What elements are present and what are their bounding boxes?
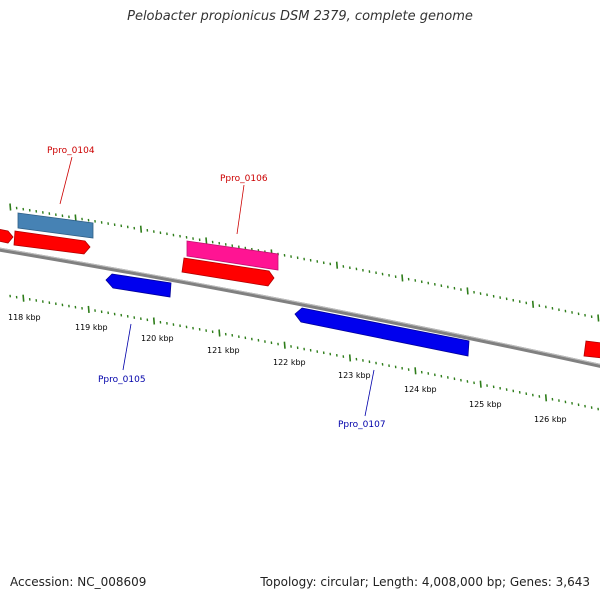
tick-label: 121 kbp	[207, 346, 240, 355]
cds-feature[interactable]	[0, 228, 14, 244]
genome-backbone	[0, 247, 600, 368]
cds-feature[interactable]	[583, 340, 600, 359]
major-tick	[401, 274, 404, 282]
major-tick	[9, 203, 12, 211]
major-tick	[205, 237, 208, 245]
major-tick	[597, 314, 600, 322]
major-tick	[335, 261, 339, 269]
major-tick	[283, 341, 286, 349]
tick-label: 125 kbp	[469, 400, 502, 409]
major-tick	[479, 380, 482, 388]
tick-labels: 118 kbp 119 kbp 120 kbp 121 kbp 122 kbp …	[8, 313, 567, 424]
major-tick	[544, 394, 548, 402]
lower-tick-row	[9, 294, 599, 411]
major-tick	[348, 354, 352, 362]
major-tick	[87, 305, 90, 313]
gene-feature-ppro-0106[interactable]	[186, 240, 279, 271]
genome-backbone-highlight	[0, 247, 600, 365]
tick-label: 126 kbp	[534, 415, 567, 424]
gene-label-ppro-0107[interactable]: Ppro_0107	[338, 420, 386, 430]
label-leader-line	[59, 156, 73, 205]
major-tick	[414, 367, 417, 375]
gene-label-ppro-0104[interactable]: Ppro_0104	[47, 146, 95, 156]
major-tick	[152, 317, 156, 325]
gene-label-ppro-0105[interactable]: Ppro_0105	[98, 375, 146, 385]
tick-label: 124 kbp	[404, 385, 437, 394]
tick-label: 123 kbp	[338, 371, 371, 380]
genome-summary-text: Topology: circular; Length: 4,008,000 bp…	[260, 575, 590, 589]
cds-feature[interactable]	[181, 257, 275, 287]
major-tick	[22, 294, 25, 302]
label-leader-line	[364, 369, 375, 417]
gene-label-ppro-0106[interactable]: Ppro_0106	[220, 174, 268, 184]
gene-feature-ppro-0107[interactable]	[294, 307, 470, 357]
major-tick	[139, 225, 143, 233]
tick-label: 118 kbp	[8, 313, 41, 322]
major-tick	[466, 287, 469, 295]
map-title: Pelobacter propionicus DSM 2379, complet…	[127, 9, 473, 24]
major-tick	[218, 329, 221, 337]
label-leader-line	[122, 323, 132, 371]
gene-feature-ppro-0105[interactable]	[105, 273, 172, 298]
cds-feature[interactable]	[13, 230, 91, 255]
gene-feature-ppro-0104[interactable]	[17, 212, 94, 239]
label-leader-line	[236, 184, 245, 235]
major-tick	[531, 300, 535, 308]
tick-label: 122 kbp	[273, 358, 306, 367]
accession-text: Accession: NC_008609	[10, 575, 147, 589]
tick-label: 119 kbp	[75, 323, 108, 332]
tick-label: 120 kbp	[141, 334, 174, 343]
